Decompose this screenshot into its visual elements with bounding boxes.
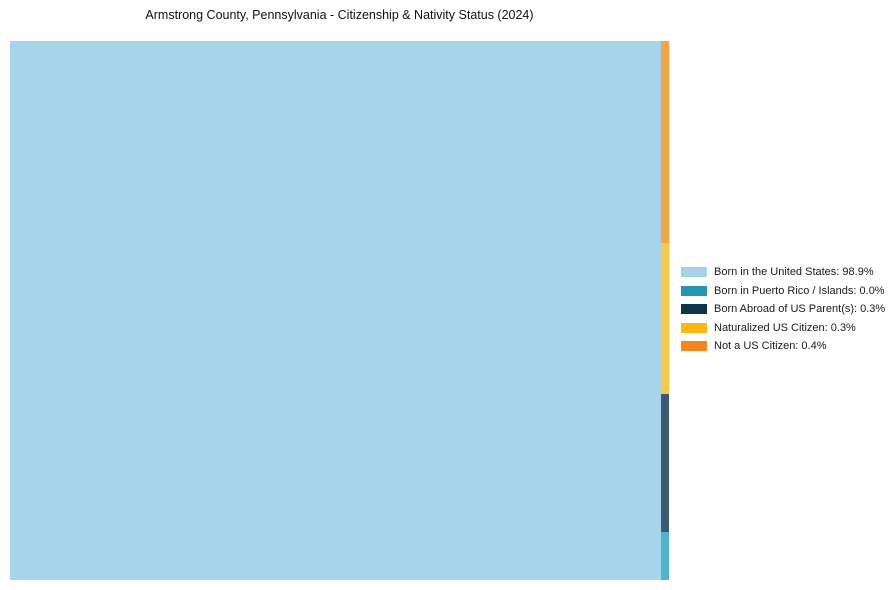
legend-label: Born Abroad of US Parent(s): 0.3%	[714, 303, 886, 316]
treemap-rect-not-a-us-citizen	[661, 41, 669, 243]
legend: Born in the United States: 98.9% Born in …	[681, 263, 885, 356]
treemap-plot	[10, 41, 669, 580]
legend-label: Not a US Citizen: 0.4%	[714, 340, 827, 353]
legend-label: Naturalized US Citizen: 0.3%	[714, 321, 856, 334]
legend-label: Born in Puerto Rico / Islands: 0.0%	[714, 284, 885, 297]
legend-swatch-icon	[681, 267, 707, 278]
treemap-rect-naturalized-us-citizen	[661, 242, 669, 395]
treemap-rect-born-in-united-states	[10, 41, 662, 580]
legend-swatch-icon	[681, 322, 707, 333]
legend-label: Born in the United States: 98.9%	[714, 266, 874, 279]
legend-item-born-in-puerto-rico-islands: Born in Puerto Rico / Islands: 0.0%	[681, 282, 885, 301]
treemap-rect-born-in-puerto-rico-islands	[661, 532, 669, 580]
legend-item-naturalized-us-citizen: Naturalized US Citizen: 0.3%	[681, 319, 885, 338]
treemap-rect-born-abroad-of-us-parent-s	[661, 394, 669, 532]
legend-swatch-icon	[681, 304, 707, 315]
chart-title: Armstrong County, Pennsylvania - Citizen…	[145, 8, 534, 22]
legend-item-born-in-the-united-states: Born in the United States: 98.9%	[681, 263, 885, 282]
legend-item-born-abroad-of-us-parent-s: Born Abroad of US Parent(s): 0.3%	[681, 300, 885, 319]
treemap-side-column	[661, 41, 669, 580]
legend-swatch-icon	[681, 341, 707, 352]
legend-swatch-icon	[681, 285, 707, 296]
legend-item-not-a-us-citizen: Not a US Citizen: 0.4%	[681, 337, 885, 356]
